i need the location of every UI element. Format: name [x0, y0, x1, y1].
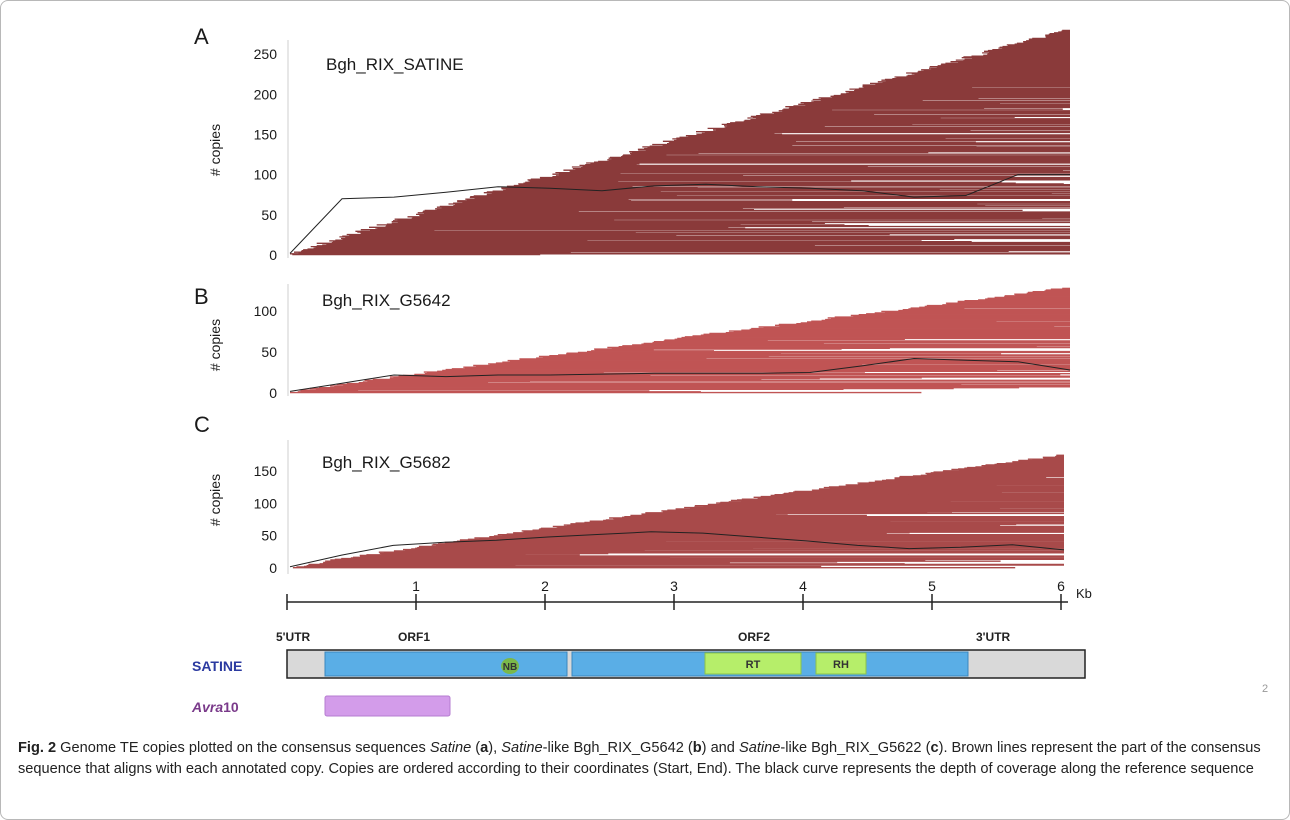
avra10-label: Avra10	[191, 699, 239, 715]
coverage-curve-b	[289, 357, 1071, 392]
y-axis-label-c: # copies	[207, 474, 223, 526]
y-tick-label: 0	[269, 560, 277, 576]
y-tick-label: 200	[254, 86, 278, 102]
y-tick-label: 150	[254, 463, 278, 479]
panel-letter-c: C	[194, 412, 210, 437]
utr5-label: 5'UTR	[276, 630, 311, 644]
y-tick-labels-a: 0 50 100 150 200 250	[254, 46, 278, 263]
x-tick-label: 5	[928, 578, 936, 594]
y-tick-label: 100	[254, 167, 278, 183]
nb-domain	[501, 658, 519, 674]
panel-letter-a: A	[194, 24, 209, 49]
y-tick-label: 50	[261, 344, 277, 360]
panel-title-b: Bgh_RIX_G5642	[322, 291, 451, 310]
y-tick-label: 100	[254, 303, 278, 319]
y-tick-label: 0	[269, 247, 277, 263]
avra10-bar	[324, 695, 451, 717]
rt-domain	[704, 652, 802, 675]
nb-label: NB	[503, 662, 517, 673]
y-tick-label: 150	[254, 126, 278, 142]
y-tick-label: 250	[254, 46, 278, 62]
y-axis-label-b: # copies	[207, 319, 223, 371]
satine-label: SATINE	[192, 658, 242, 674]
x-tick-label: 6	[1057, 578, 1065, 594]
x-tick-label: 4	[799, 578, 807, 594]
orf1-domain	[324, 651, 568, 677]
copy-lines-a	[290, 29, 1070, 256]
y-tick-label: 100	[254, 495, 278, 511]
coverage-curve-a	[289, 174, 1070, 254]
panel-b: B 0 50 100 # copies Bgh_RIX_G5642	[194, 284, 1071, 401]
x-tick-label: 2	[541, 578, 549, 594]
copy-lines-b	[290, 287, 1070, 394]
x-ticks: 1 2 3 4 5 6	[412, 578, 1065, 610]
utr3-label: 3'UTR	[976, 630, 1011, 644]
coverage-curve-c	[289, 531, 1065, 568]
y-tick-labels-b: 0 50 100	[254, 303, 278, 401]
panel-title-a: Bgh_RIX_SATINE	[326, 55, 464, 74]
x-tick-label: 1	[412, 578, 420, 594]
y-axis-label-a: # copies	[207, 124, 223, 176]
panel-letter-b: B	[194, 284, 209, 309]
caption-fig-label: Fig. 2	[18, 740, 57, 756]
y-tick-labels-c: 0 50 100 150	[254, 463, 278, 576]
x-tick-label: 3	[670, 578, 678, 594]
panel-c: C 0 50 100 150 # copies Bgh_RIX_G5682	[194, 412, 1065, 576]
panel-a: A 0 50 100 150 200 250 # copies Bgh_RIX_SATIN…	[194, 24, 1070, 263]
x-axis-unit: Kb	[1076, 586, 1092, 601]
rh-domain	[815, 652, 867, 675]
orf2-label: ORF2	[738, 630, 770, 644]
panel-title-c: Bgh_RIX_G5682	[322, 453, 451, 472]
y-tick-label: 50	[261, 207, 277, 223]
figure-caption: Fig. 2 Genome TE copies plotted on the c…	[18, 740, 1261, 777]
genome-map: 5'UTR ORF1 ORF2 3'UTR SATINE NB RT RH 2 …	[191, 630, 1268, 717]
x-axis: 1 2 3 4 5 6 Kb	[286, 578, 1092, 610]
orf1-label: ORF1	[398, 630, 430, 644]
rh-label: RH	[833, 659, 849, 671]
copy-lines-c	[292, 454, 1064, 569]
y-tick-label: 0	[269, 385, 277, 401]
corner-number: 2	[1262, 683, 1268, 695]
y-tick-label: 50	[261, 528, 277, 544]
rt-label: RT	[746, 659, 761, 671]
